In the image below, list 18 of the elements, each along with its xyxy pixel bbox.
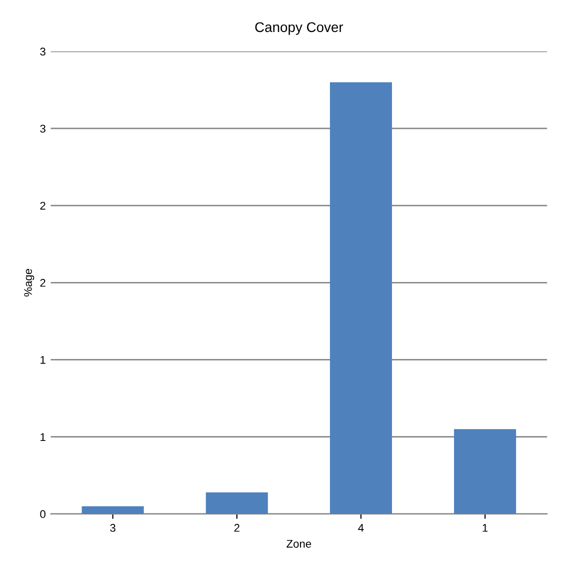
x-tick-label: 4 [358,524,364,532]
y-tick-label: 3 [40,124,46,133]
x-tick-label: 3 [110,524,116,532]
bar [454,429,516,514]
y-tick-label: 0 [40,510,46,518]
y-axis-title: %age [24,268,34,296]
chart-title: Canopy Cover [255,22,344,35]
bar [330,82,392,514]
bar [206,492,268,514]
x-tick-label: 1 [482,524,488,532]
y-tick-label: 1 [40,356,46,364]
y-tick-label: 2 [40,278,46,287]
bar [82,506,144,514]
y-tick-label: 2 [40,202,46,210]
x-axis-title: Zone [286,540,312,548]
y-tick-label: 3 [40,48,46,56]
x-tick-label: 2 [234,524,240,532]
y-tick-label: 1 [40,433,46,441]
